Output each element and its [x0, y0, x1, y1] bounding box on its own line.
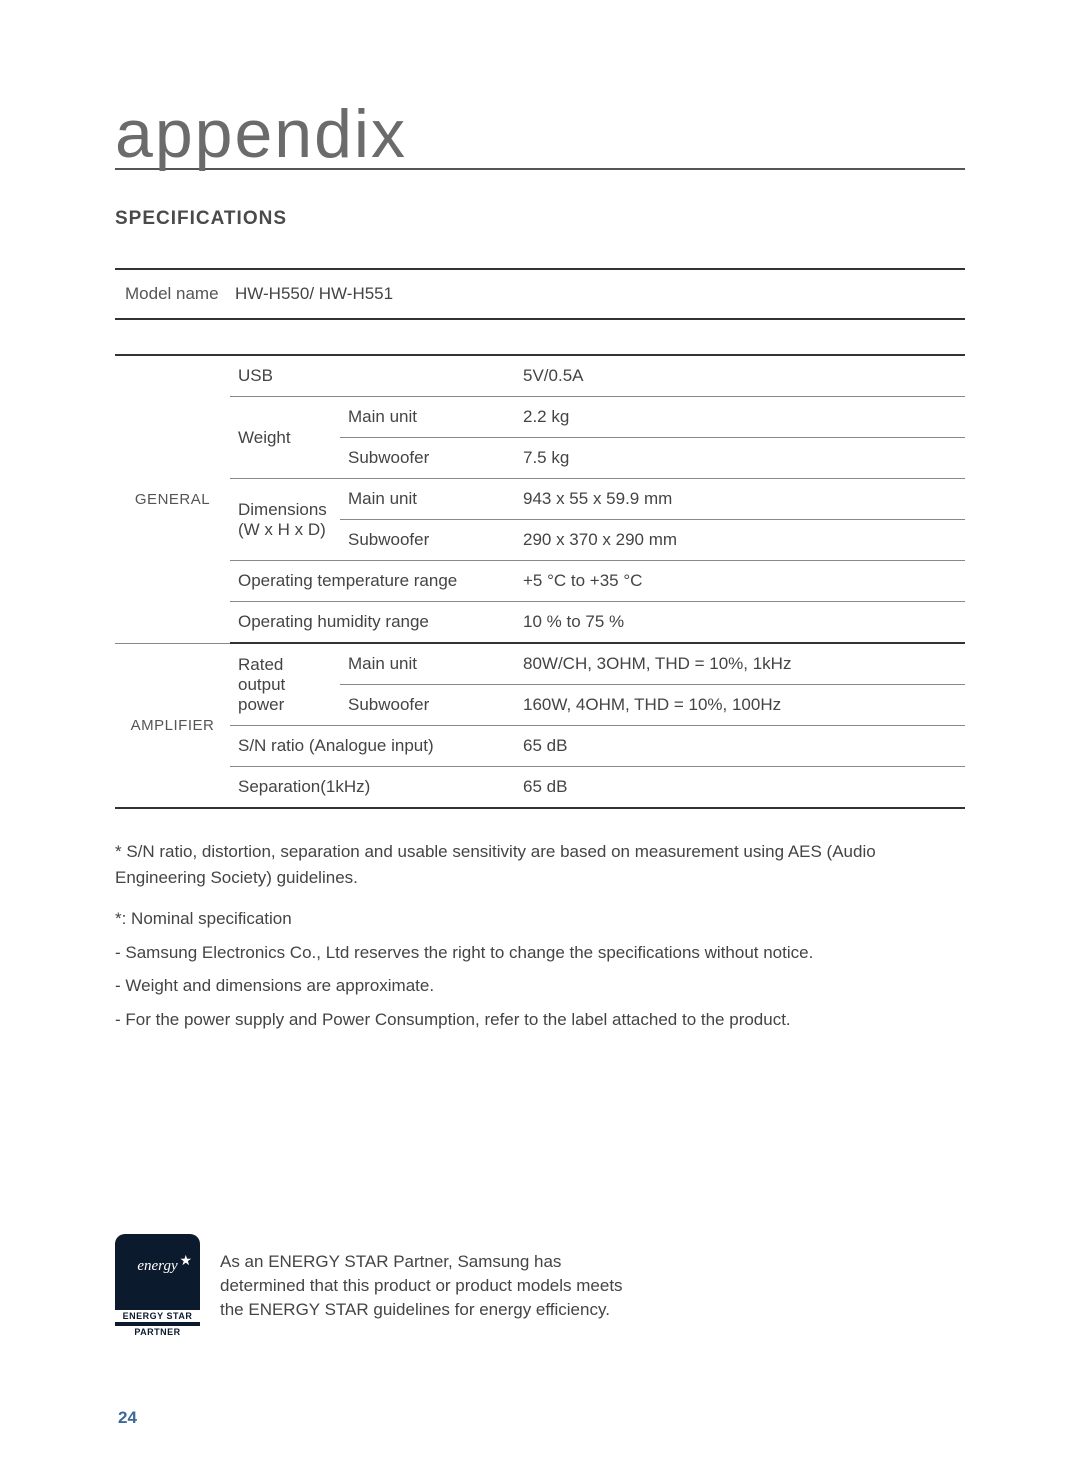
spec-label: Operating humidity range: [230, 602, 515, 644]
table-row: Weight Main unit 2.2 kg: [115, 397, 965, 438]
spec-label-line1: Dimensions: [238, 500, 327, 519]
energy-star-logo: ★ energy ENERGY STAR PARTNER: [115, 1234, 200, 1338]
spec-value: 65 dB: [515, 726, 965, 767]
note-line: - For the power supply and Power Consump…: [115, 1007, 965, 1033]
spec-sublabel: Subwoofer: [340, 685, 515, 726]
model-row: Model name HW-H550/ HW-H551: [115, 268, 965, 320]
note-line: - Samsung Electronics Co., Ltd reserves …: [115, 940, 965, 966]
spec-sublabel: Main unit: [340, 643, 515, 685]
spec-value: 80W/CH, 3OHM, THD = 10%, 1kHz: [515, 643, 965, 685]
note-text: * S/N ratio, distortion, separation and …: [115, 842, 876, 887]
spec-value: 10 % to 75 %: [515, 602, 965, 644]
table-row: AMPLIFIER Rated output power Main unit 8…: [115, 643, 965, 685]
spec-label: Separation(1kHz): [230, 767, 515, 809]
spec-label: Weight: [230, 397, 340, 479]
note-line: * S/N ratio, distortion, separation and …: [115, 839, 965, 890]
spec-value: 160W, 4OHM, THD = 10%, 100Hz: [515, 685, 965, 726]
spec-label-line2: power: [238, 695, 284, 714]
spec-sublabel: Main unit: [340, 479, 515, 520]
category-general: GENERAL: [115, 355, 230, 643]
logo-band2: PARTNER: [115, 1324, 200, 1338]
spec-value: 290 x 370 x 290 mm: [515, 520, 965, 561]
note-line: *: Nominal specification: [115, 906, 965, 932]
spec-label: Rated output power: [230, 643, 340, 726]
spec-value: 2.2 kg: [515, 397, 965, 438]
spec-label: S/N ratio (Analogue input): [230, 726, 515, 767]
spec-label: USB: [230, 355, 515, 397]
spec-label: Operating temperature range: [230, 561, 515, 602]
energy-star-text: As an ENERGY STAR Partner, Samsung has d…: [220, 1250, 630, 1321]
spec-value: +5 °C to +35 °C: [515, 561, 965, 602]
spec-sublabel: Subwoofer: [340, 520, 515, 561]
model-label: Model name: [125, 284, 235, 304]
table-row: Operating humidity range 10 % to 75 %: [115, 602, 965, 644]
spec-value: 5V/0.5A: [515, 355, 965, 397]
spec-sublabel: Subwoofer: [340, 438, 515, 479]
spec-value: 7.5 kg: [515, 438, 965, 479]
spec-label: Dimensions (W x H x D): [230, 479, 340, 561]
spec-table: GENERAL USB 5V/0.5A Weight Main unit 2.2…: [115, 354, 965, 809]
table-row: S/N ratio (Analogue input) 65 dB: [115, 726, 965, 767]
notes: * S/N ratio, distortion, separation and …: [115, 839, 965, 1032]
specifications-heading: SPECIFICATIONS: [115, 208, 965, 230]
model-value: HW-H550/ HW-H551: [235, 284, 393, 304]
spec-value: 65 dB: [515, 767, 965, 809]
table-row: Dimensions (W x H x D) Main unit 943 x 5…: [115, 479, 965, 520]
table-row: GENERAL USB 5V/0.5A: [115, 355, 965, 397]
page-number: 24: [118, 1408, 137, 1428]
logo-script: energy: [115, 1258, 200, 1275]
spec-label-line2: (W x H x D): [238, 520, 326, 539]
appendix-title: appendix: [115, 100, 965, 170]
table-row: Operating temperature range +5 °C to +35…: [115, 561, 965, 602]
energy-star-block: ★ energy ENERGY STAR PARTNER As an ENERG…: [115, 1234, 630, 1338]
spec-sublabel: Main unit: [340, 397, 515, 438]
table-row: Separation(1kHz) 65 dB: [115, 767, 965, 809]
note-line: - Weight and dimensions are approximate.: [115, 973, 965, 999]
logo-band1: ENERGY STAR: [115, 1310, 200, 1322]
category-amplifier: AMPLIFIER: [115, 643, 230, 808]
spec-label-line1: Rated output: [238, 655, 285, 694]
spec-value: 943 x 55 x 59.9 mm: [515, 479, 965, 520]
